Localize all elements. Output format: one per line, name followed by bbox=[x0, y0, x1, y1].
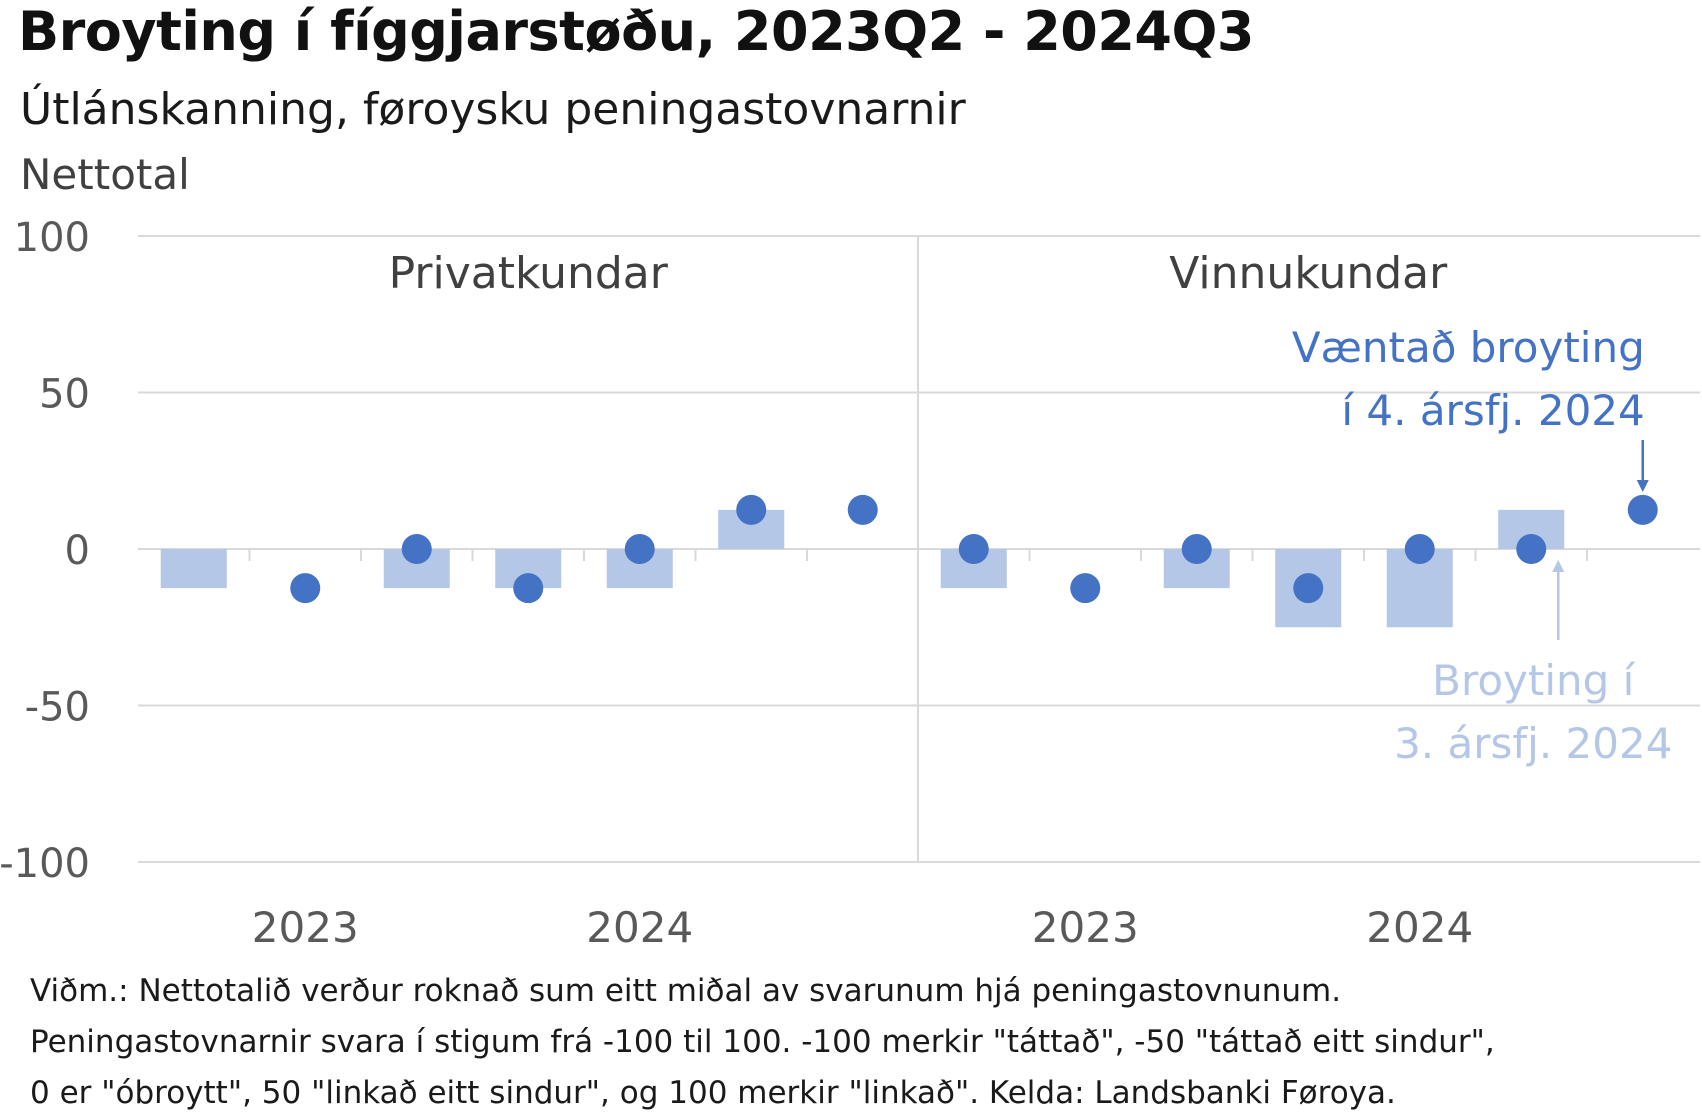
annotation-text: Væntað broyting bbox=[1292, 323, 1645, 372]
annotation-text: Broyting í bbox=[1432, 656, 1635, 705]
panel-label: Privatkundar bbox=[389, 248, 669, 299]
footnote: Viðm.: Nettotalið verður roknað sum eitt… bbox=[30, 966, 1495, 1119]
y-tick-label: 50 bbox=[39, 372, 90, 418]
data-point bbox=[513, 573, 544, 604]
footnote-line: 0 er "óbroytt", 50 "linkað eitt sindur",… bbox=[30, 1075, 1396, 1111]
chart-area: 100 50 0 -50 -100 Privatkundar 2023 2024 Vinnuku… bbox=[0, 215, 1700, 952]
footnote-line: Viðm.: Nettotalið verður roknað sum eitt… bbox=[30, 973, 1342, 1009]
footnote-line: Peningastovnarnir svara í stigum frá -10… bbox=[30, 1024, 1495, 1060]
data-point bbox=[1070, 573, 1101, 604]
annotation-arrowhead bbox=[1636, 480, 1649, 492]
y-tick-label: -100 bbox=[0, 841, 90, 887]
data-point bbox=[1627, 494, 1658, 525]
panel-label: Vinnukundar bbox=[1169, 248, 1448, 299]
y-axis-unit: Nettotal bbox=[20, 150, 190, 199]
data-point bbox=[1404, 534, 1435, 564]
x-tick-label: 2023 bbox=[252, 903, 359, 952]
chart-title: Broyting í fíggjarstøðu, 2023Q2 - 2024Q3 bbox=[18, 0, 1254, 63]
data-point bbox=[1516, 534, 1547, 564]
y-tick-label: -50 bbox=[25, 685, 90, 731]
data-point bbox=[401, 534, 432, 564]
y-tick-label: 100 bbox=[14, 215, 90, 261]
x-tick-label: 2023 bbox=[1032, 903, 1139, 952]
x-tick-label: 2024 bbox=[586, 903, 693, 952]
data-point bbox=[1181, 534, 1212, 564]
bar bbox=[160, 549, 227, 589]
data-point bbox=[1293, 573, 1324, 604]
x-tick-label: 2024 bbox=[1366, 903, 1473, 952]
data-point bbox=[847, 494, 878, 525]
y-tick-label: 0 bbox=[65, 528, 90, 574]
data-point bbox=[958, 534, 989, 564]
chart-subtitle: Útlánskanning, føroysku peningastovnarni… bbox=[20, 84, 966, 135]
annotation-text: 3. ársfj. 2024 bbox=[1394, 719, 1672, 768]
data-point bbox=[736, 494, 767, 525]
data-point bbox=[624, 534, 655, 564]
data-point bbox=[290, 573, 321, 604]
annotation-text: í 4. ársfj. 2024 bbox=[1341, 386, 1644, 435]
annotation-arrowhead bbox=[1552, 560, 1565, 572]
